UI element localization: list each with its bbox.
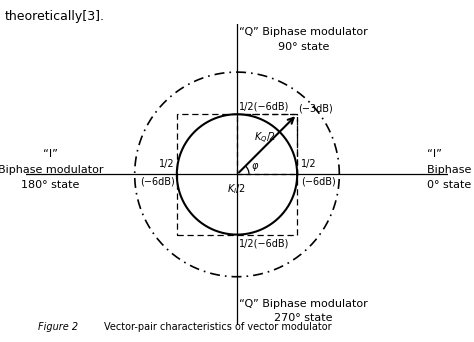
Text: $K_I/2$: $K_I/2$: [228, 182, 246, 196]
Text: “I”: “I”: [427, 149, 442, 159]
Text: (−3dB): (−3dB): [299, 103, 333, 113]
Text: 180° state: 180° state: [21, 180, 80, 190]
Text: Biphase modulator: Biphase modulator: [0, 165, 103, 175]
Text: 90° state: 90° state: [277, 42, 329, 52]
Text: (−6dB): (−6dB): [140, 177, 174, 187]
Text: 1/2: 1/2: [159, 159, 174, 169]
Text: (−6dB): (−6dB): [301, 177, 336, 187]
Text: Vector-pair characteristics of vector modulator: Vector-pair characteristics of vector mo…: [104, 322, 332, 332]
Text: 1/2: 1/2: [301, 159, 317, 169]
Text: 270° state: 270° state: [274, 313, 332, 323]
Text: theoretically[3].: theoretically[3].: [5, 10, 105, 23]
Text: “Q” Biphase modulator: “Q” Biphase modulator: [239, 27, 367, 37]
Text: 1/2(−6dB): 1/2(−6dB): [239, 238, 290, 248]
Text: 1/2(−6dB): 1/2(−6dB): [239, 102, 290, 112]
Text: $\varphi$: $\varphi$: [251, 161, 260, 173]
Text: Biphase modula: Biphase modula: [427, 165, 474, 175]
Text: “I”: “I”: [43, 149, 58, 159]
Text: 0° state: 0° state: [427, 180, 472, 190]
Text: Figure 2: Figure 2: [38, 322, 78, 332]
Text: $K_Q/2$: $K_Q/2$: [254, 131, 276, 146]
Text: “Q” Biphase modulator: “Q” Biphase modulator: [239, 300, 367, 310]
